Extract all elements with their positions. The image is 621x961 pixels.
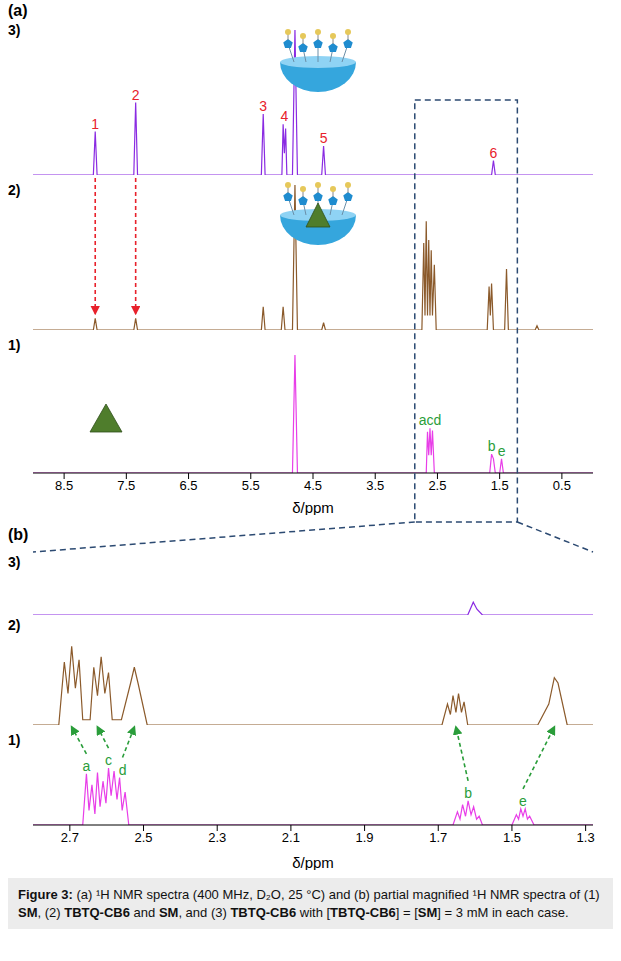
- html-text:3): 3): [8, 22, 21, 38]
- svg-text:c: c: [105, 752, 112, 768]
- svg-text:δ/ppm: δ/ppm: [292, 499, 334, 515]
- svg-text:6.5: 6.5: [180, 478, 198, 493]
- svg-text:a: a: [83, 758, 91, 774]
- svg-text:2.1: 2.1: [282, 830, 300, 845]
- svg-text:1.5: 1.5: [491, 478, 509, 493]
- svg-text:b: b: [488, 438, 496, 454]
- svg-text:1.9: 1.9: [356, 830, 374, 845]
- svg-text:e: e: [498, 443, 506, 459]
- svg-text:5: 5: [320, 130, 328, 146]
- html-text:2): 2): [8, 617, 21, 633]
- svg-text:δ/ppm: δ/ppm: [292, 854, 334, 870]
- html-text:(b): (b): [8, 526, 29, 543]
- svg-text:3.5: 3.5: [366, 478, 384, 493]
- html-text:Figure 3: (a) ¹H NMR spectra (: Figure 3: (a) ¹H NMR spectra (400 MHz, D…: [18, 887, 600, 902]
- svg-text:3: 3: [259, 98, 267, 114]
- svg-text:8.5: 8.5: [55, 478, 73, 493]
- svg-text:1: 1: [91, 116, 99, 132]
- svg-text:4.5: 4.5: [304, 478, 322, 493]
- svg-text:2.3: 2.3: [208, 830, 226, 845]
- svg-text:2.7: 2.7: [61, 830, 79, 845]
- html-text:3): 3): [8, 554, 21, 570]
- svg-text:2.5: 2.5: [428, 478, 446, 493]
- html-text:(a): (a): [8, 2, 28, 19]
- html-text:2): 2): [8, 182, 21, 198]
- svg-text:2.5: 2.5: [134, 830, 152, 845]
- html-text:SM, (2) TBTQ-CB6 and SM, and (: SM, (2) TBTQ-CB6 and SM, and (3) TBTQ-CB…: [18, 904, 569, 920]
- svg-text:7.5: 7.5: [117, 478, 135, 493]
- svg-text:d: d: [119, 762, 127, 778]
- svg-text:5.5: 5.5: [242, 478, 260, 493]
- svg-text:4: 4: [280, 108, 288, 124]
- html-text:1): 1): [8, 732, 21, 748]
- svg-text:1.5: 1.5: [503, 830, 521, 845]
- html-text:1): 1): [8, 337, 21, 353]
- svg-text:acd: acd: [419, 412, 442, 428]
- svg-text:2: 2: [132, 87, 140, 103]
- svg-text:0.5: 0.5: [553, 478, 571, 493]
- svg-text:b: b: [464, 785, 472, 801]
- svg-text:1.7: 1.7: [429, 830, 447, 845]
- svg-text:e: e: [519, 793, 527, 809]
- svg-text:6: 6: [490, 145, 498, 161]
- svg-text:1.3: 1.3: [577, 830, 595, 845]
